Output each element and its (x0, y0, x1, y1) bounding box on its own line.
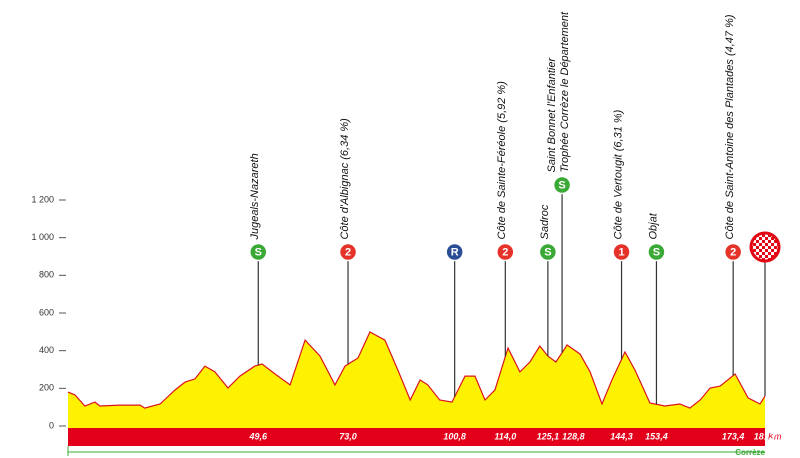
km-label: 100,8 (443, 431, 466, 441)
km-label: 153,4 (645, 431, 668, 441)
marker-icon-text: R (451, 246, 459, 258)
marker-label: Côte de Saint-Antoine des Plantades (4,4… (724, 14, 736, 239)
marker-icon (249, 242, 268, 262)
marker-label: Saint Bonnet l'Enfantier (546, 57, 558, 173)
y-tick-label: 800 (39, 270, 54, 280)
elevation-line (67, 331, 766, 409)
km-label: 114,0 (494, 431, 516, 441)
marker-label: Sadroc (539, 204, 551, 239)
marker-icon (538, 242, 558, 262)
marker-icon-text: 2 (502, 246, 508, 258)
distance-band (68, 428, 765, 446)
km-label: 73,0 (339, 431, 357, 441)
marker-icon (445, 242, 464, 262)
y-tick-label: 1 200 (31, 194, 54, 204)
y-tick-label: 200 (39, 383, 54, 393)
marker-label: Objat (647, 212, 659, 239)
finish-icon (749, 231, 781, 263)
y-tick-label: 1 000 (31, 232, 54, 242)
marker-icon (496, 242, 515, 262)
marker-label: Côte de Sainte-Féréole (5,92 %) (496, 81, 508, 240)
marker-label: Trophée Corrèze le Département (559, 11, 571, 173)
marker-icon-text: S (558, 179, 565, 191)
km-label: 125,1 (537, 431, 560, 441)
km-label: 49,6 (248, 431, 268, 441)
y-tick-label: 0 (49, 420, 54, 430)
km-label: 144,3 (610, 431, 633, 441)
marker-icon (647, 242, 666, 262)
marker-icon-text: S (653, 246, 660, 258)
marker-icon (723, 242, 743, 262)
marker-label: Côte d'Albignac (6,34 %) (339, 118, 351, 240)
marker-label: Côte de Vertougit (6,31 %) (612, 109, 624, 239)
x-unit: Km (768, 431, 782, 441)
region-label: Corrèze (735, 448, 765, 457)
marker-icon (338, 242, 358, 262)
marker-icon-text: S (255, 246, 262, 258)
marker-icon (552, 175, 572, 195)
km-label: 128,8 (562, 431, 585, 441)
marker-label: Jugeals-Nazareth (249, 153, 261, 240)
marker-icon-text: 2 (730, 246, 736, 258)
marker-icon-text: S (544, 246, 551, 258)
km-label: 173,4 (722, 431, 745, 441)
marker-icon-text: 1 (618, 246, 624, 258)
marker-icon-text: 2 (345, 246, 351, 258)
y-tick-label: 600 (39, 307, 54, 317)
elevation-area (68, 332, 765, 428)
marker-icon (612, 242, 631, 262)
y-tick-label: 400 (39, 345, 54, 355)
km-label: 181,7 (754, 431, 778, 441)
